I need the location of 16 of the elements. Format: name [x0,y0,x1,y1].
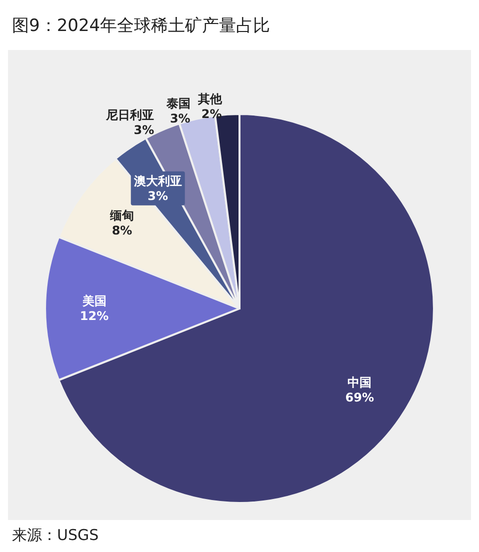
slice-label: 美国 [81,294,106,308]
chart-title: 图9：2024年全球稀土矿产量占比 [12,15,270,37]
slice-label: 中国 [348,376,372,390]
slice-label: 其他 [196,92,223,106]
data-label: 3% [148,188,168,203]
slice-label: 泰国 [165,96,190,110]
slice-label: 澳大利亚 [132,174,182,188]
slice-label: 缅甸 [109,208,134,223]
data-label: 8% [112,224,132,238]
data-label: 2% [201,106,222,121]
data-label: 3% [170,111,190,126]
data-label: 3% [134,123,154,138]
data-label: 69% [345,390,374,405]
data-label: 12% [80,309,109,323]
source-note: 来源：USGS [12,526,99,545]
slice-label: 尼日利亚 [105,108,154,122]
